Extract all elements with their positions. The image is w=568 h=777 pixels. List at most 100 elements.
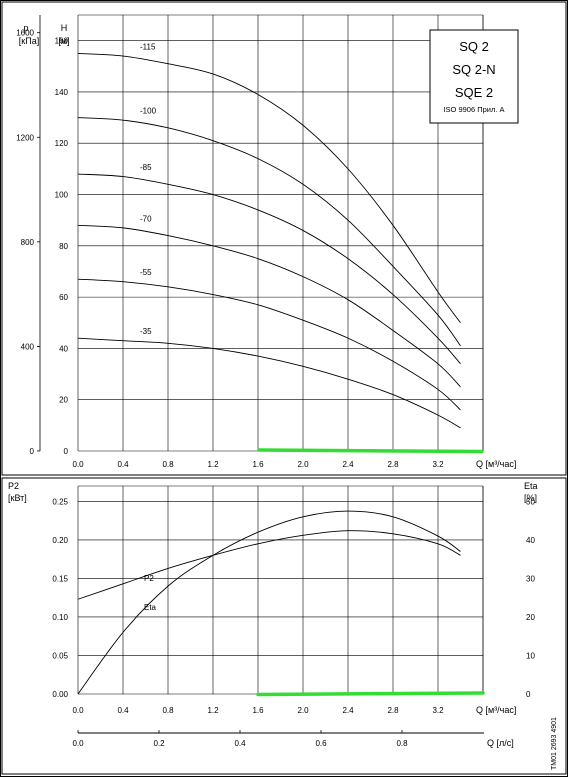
- bottom-flow-tick-label: 0.8: [162, 706, 174, 715]
- head-axis-label-line1: H: [61, 23, 68, 33]
- title-line-1: SQ 2: [459, 39, 489, 54]
- top-plot: -115 -100 -85 -70 -55 -35 160 140 120 100 80 60 40 2…: [16, 14, 519, 469]
- head-curve-label: -70: [140, 214, 152, 223]
- power-tick-label: 0.20: [52, 536, 68, 545]
- head-curve--85: [77, 173, 461, 365]
- pressure-tick-label: 1200: [16, 133, 34, 142]
- top-flow-tick-label: 0.4: [117, 460, 129, 469]
- top-flow-tick-label: 1.6: [252, 460, 264, 469]
- head-tick-label: 60: [59, 293, 68, 302]
- power-tick-label: 0.00: [52, 690, 68, 699]
- bottom-plot: 0.25 0.20 0.15 0.10 0.05 0.00 50 40 30 20 10 0 0.0…: [8, 481, 538, 748]
- head-curve--100: [77, 117, 461, 347]
- head-tick-label: 40: [59, 344, 68, 353]
- eta-axis-label-line2: [%]: [524, 493, 537, 503]
- bottom-grid: [77, 485, 484, 695]
- head-tick-label: 0: [64, 447, 69, 456]
- pressure-tick-labels: 1600 1200 800 400 0: [16, 29, 40, 456]
- eta-curve-label: Eta: [144, 603, 157, 612]
- curve-p2: [77, 530, 461, 600]
- title-line-2: SQ 2-N: [452, 62, 495, 77]
- head-curves: [77, 53, 461, 429]
- bottom-flow-tick-label: 2.0: [297, 706, 309, 715]
- head-curve-labels: -115 -100 -85 -70 -55 -35: [140, 42, 157, 336]
- head-curve--55: [77, 278, 461, 411]
- bottom-flow-tick-label: 3.2: [432, 706, 444, 715]
- head-curve-label: -100: [140, 107, 157, 116]
- bottom-flow-tick-label: 1.2: [207, 706, 219, 715]
- head-tick-label: 160: [55, 37, 69, 46]
- efficiency-tick-labels: 50 40 30 20 10 0: [526, 497, 535, 699]
- pressure-tick-label: 0: [30, 447, 35, 456]
- pressure-tick-label: 1600: [16, 29, 34, 38]
- top-flow-tick-label: 2.0: [297, 460, 309, 469]
- bottom-flow-tick-label: 0.4: [117, 706, 129, 715]
- head-curve-label: -115: [140, 42, 156, 51]
- head-curve--115: [77, 53, 461, 324]
- bottom-panel-frame: [1, 477, 567, 775]
- head-tick-label: 120: [55, 139, 69, 148]
- head-curve--35: [77, 337, 461, 429]
- eta-axis-label-line1: Eta: [524, 481, 538, 491]
- efficiency-tick-label: 50: [526, 497, 535, 506]
- bottom-flow-tick-label: 2.8: [387, 706, 399, 715]
- top-panel-frame: [1, 1, 567, 476]
- power-tick-label: 0.05: [52, 651, 68, 660]
- litres-axis-label: Q [л/с]: [487, 738, 514, 748]
- top-flow-tick-label: 1.2: [207, 460, 219, 469]
- top-flow-tick-labels: 0.0 0.4 0.8 1.2 1.6 2.0 2.4 2.8 3.2: [72, 460, 444, 469]
- pressure-tick-label: 400: [21, 342, 35, 351]
- efficiency-tick-label: 20: [526, 613, 535, 622]
- head-tick-labels: 160 140 120 100 80 60 40 20 0: [55, 37, 69, 456]
- head-curve-label: -85: [140, 163, 152, 172]
- power-tick-label: 0.15: [52, 574, 68, 583]
- pressure-tick-label: 800: [21, 238, 35, 247]
- bottom-green-highlight: [256, 691, 485, 697]
- head-curve-label: -55: [140, 268, 152, 277]
- head-tick-label: 100: [55, 191, 69, 200]
- top-flow-tick-label: 3.2: [432, 460, 444, 469]
- power-efficiency-curves: [77, 510, 461, 695]
- power-tick-label: 0.10: [52, 613, 68, 622]
- top-flow-axis-label: Q [м³/час]: [476, 459, 516, 469]
- head-tick-label: 80: [59, 242, 68, 251]
- standard-label: ISO 9906 Прил. A: [443, 105, 504, 114]
- head-tick-label: 140: [55, 88, 69, 97]
- bottom-flow-tick-label: 1.6: [252, 706, 264, 715]
- head-curve-label: -35: [140, 327, 152, 336]
- pressure-axis-label-line1: p: [23, 23, 28, 33]
- power-tick-labels: 0.25 0.20 0.15 0.10 0.05 0.00: [52, 497, 68, 699]
- efficiency-tick-label: 40: [526, 536, 535, 545]
- top-flow-tick-label: 0.8: [162, 460, 174, 469]
- bottom-flow-tick-label: 2.4: [342, 706, 354, 715]
- title-line-3: SQE 2: [455, 85, 493, 100]
- bottom-flow-axis-label: Q [м³/час]: [476, 705, 516, 715]
- efficiency-tick-label: 10: [526, 651, 535, 660]
- pressure-axis-label-line2: [кПа]: [19, 36, 39, 46]
- ls-tick-label: 0.2: [153, 739, 165, 748]
- head-axis-label-line2: [м]: [58, 36, 69, 46]
- top-flow-tick-label: 2.8: [387, 460, 399, 469]
- efficiency-tick-label: 30: [526, 574, 535, 583]
- ls-tick-label: 0.6: [315, 739, 327, 748]
- power-axis-label-line2: [кВт]: [8, 493, 27, 503]
- efficiency-tick-label: 0: [526, 690, 531, 699]
- ls-tick-label: 0.0: [72, 739, 84, 748]
- bottom-flow-tick-label: 0.0: [72, 706, 84, 715]
- head-curve--70: [77, 224, 461, 388]
- p2-curve-label: P2: [144, 574, 154, 583]
- curve-eta: [77, 510, 461, 695]
- top-green-highlight: [257, 448, 484, 454]
- ls-tick-label: 0.4: [234, 739, 246, 748]
- power-axis-label-line1: P2: [8, 481, 19, 491]
- title-box: [429, 29, 519, 124]
- top-flow-tick-label: 0.0: [72, 460, 84, 469]
- document-number: TM01 2693 4901: [551, 717, 558, 770]
- bottom-flow-tick-labels: 0.0 0.4 0.8 1.2 1.6 2.0 2.4 2.8 3.2: [72, 706, 444, 715]
- power-tick-label: 0.25: [52, 497, 68, 506]
- ls-tick-label: 0.8: [396, 739, 408, 748]
- top-grid: [39, 14, 484, 452]
- top-flow-tick-label: 2.4: [342, 460, 354, 469]
- head-tick-label: 20: [59, 396, 68, 405]
